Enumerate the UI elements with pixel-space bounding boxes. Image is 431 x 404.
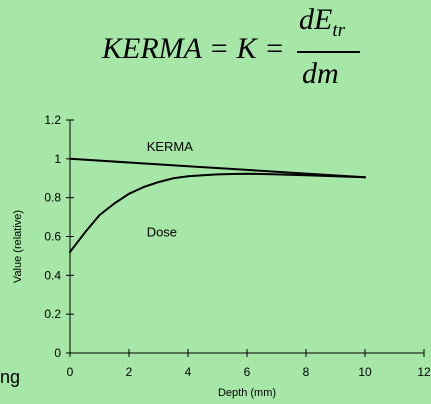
formula-numerator-main: dE — [299, 3, 333, 36]
formula-lhs: KERMA = K = — [102, 32, 285, 65]
x-tick-label: 0 — [67, 365, 74, 379]
chart-axes — [66, 119, 425, 357]
x-tick-label: 4 — [185, 365, 192, 379]
x-tick-label: 10 — [358, 365, 372, 379]
y-axis-title: Value (relative) — [12, 210, 24, 283]
series-line-kerma — [69, 157, 366, 179]
formula-denominator: dm — [302, 57, 339, 90]
y-tick-label: 0.4 — [44, 268, 61, 282]
x-axis-title: Depth (mm) — [218, 387, 276, 399]
clipped-side-text: ng — [0, 367, 21, 387]
series-line-dose — [69, 172, 366, 253]
y-tick-label: 1 — [54, 152, 61, 166]
formula-numerator: dEtr — [299, 3, 345, 42]
x-tick-label: 12 — [417, 365, 431, 379]
y-tick-label: 0 — [54, 346, 61, 360]
x-tick-label: 2 — [126, 365, 133, 379]
formula-numerator-subscript: tr — [332, 20, 346, 41]
kerma-formula: KERMA = K = dEtr dm — [0, 0, 431, 100]
chart-series — [69, 157, 366, 253]
x-tick-label: 8 — [303, 365, 310, 379]
y-tick-label: 1.2 — [44, 113, 61, 127]
chart-labels: 0 0.2 0.4 0.6 0.8 1 1.2 0 2 4 6 8 10 12 Depth (mm) Valu… — [12, 113, 431, 399]
x-tick-label: 6 — [244, 365, 251, 379]
y-tick-label: 0.6 — [44, 230, 61, 244]
y-tick-label: 0.2 — [44, 307, 61, 321]
y-tick-label: 0.8 — [44, 191, 61, 205]
annotation-kerma: KERMA — [147, 139, 194, 154]
fraction-bar — [297, 51, 360, 53]
annotation-dose: Dose — [147, 225, 177, 240]
